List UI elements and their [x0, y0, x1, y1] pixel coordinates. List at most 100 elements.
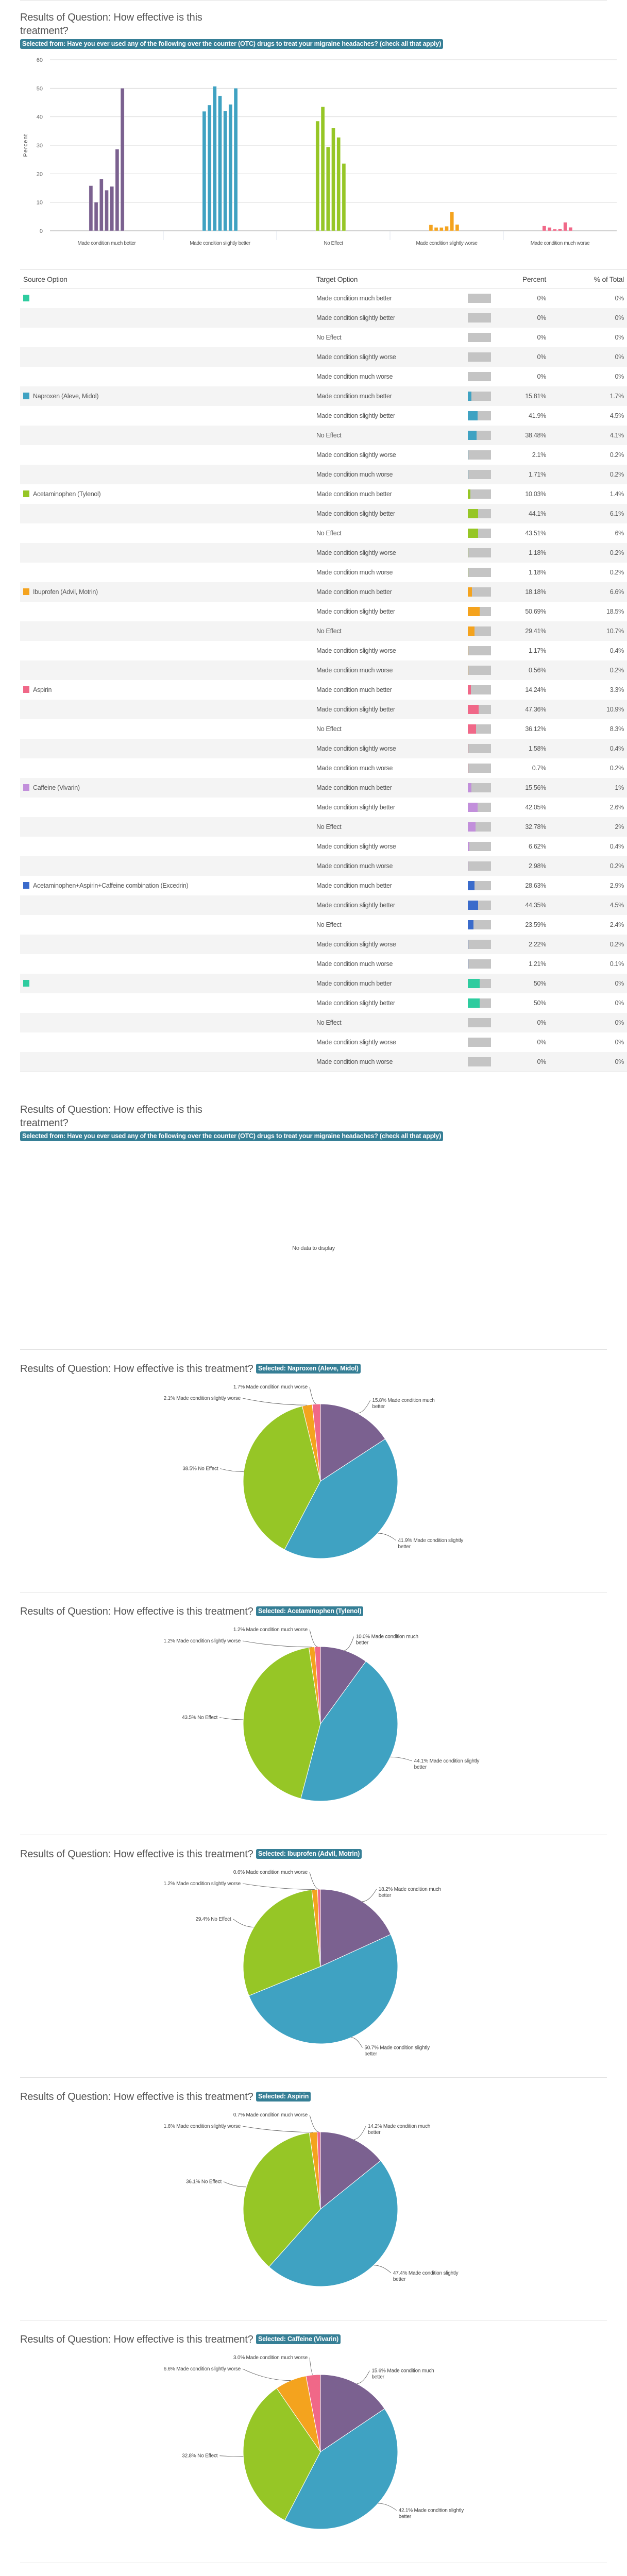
percent-cell: 2.1% — [532, 451, 547, 459]
y-tick-label: 40 — [37, 114, 43, 121]
bar[interactable] — [120, 88, 125, 231]
pie-slice[interactable] — [320, 2374, 385, 2452]
bar[interactable] — [89, 185, 93, 231]
pie-slice-label: 36.1% No Effect — [186, 2179, 222, 2185]
source-option-label: Caffeine (Vivarin) — [33, 784, 80, 791]
percent-cell: 0% — [537, 373, 547, 380]
percent-bar — [468, 372, 491, 381]
header-percent[interactable]: Percent — [497, 269, 549, 289]
target-option-cell: Made condition slightly worse — [313, 935, 465, 954]
y-tick-label: 50 — [37, 86, 43, 92]
percent-of-total-cell: 0% — [615, 334, 624, 341]
pie-slice[interactable] — [243, 1647, 321, 1799]
bar[interactable] — [326, 146, 330, 231]
percent-bar — [468, 881, 491, 890]
percent-bar-fill — [468, 822, 476, 832]
header-target-option[interactable]: Target Option — [313, 269, 465, 289]
bar[interactable] — [450, 212, 454, 231]
table-row: Made condition much better 50% 0% — [20, 974, 627, 993]
percent-of-total-cell: 1.7% — [549, 386, 627, 406]
pie-slice[interactable] — [320, 1403, 386, 1482]
percent-of-total-cell: 0% — [615, 999, 624, 1007]
percent-cell: 28.63% — [525, 882, 546, 889]
bar[interactable] — [105, 190, 109, 231]
percent-bar-fill — [468, 842, 469, 851]
bar[interactable] — [212, 86, 217, 231]
bar[interactable] — [315, 121, 320, 231]
percent-bar-fill — [468, 509, 478, 518]
pie-slice-label: 14.2% Made condition much better — [368, 2124, 430, 2136]
source-option-cell — [20, 328, 313, 347]
bar[interactable] — [336, 137, 341, 231]
pie-label-connector — [309, 1872, 319, 1890]
percent-of-total-cell: 0.2% — [609, 451, 624, 459]
x-category-label: No Effect — [324, 241, 343, 246]
bar[interactable] — [115, 149, 120, 231]
bar[interactable] — [563, 222, 567, 231]
percent-of-total-cell: 1.4% — [609, 490, 624, 498]
header-source-option[interactable]: Source Option — [20, 269, 313, 289]
pie-slice-label: 1.2% Made condition much worse — [233, 1627, 308, 1633]
bar[interactable] — [320, 106, 325, 231]
bar[interactable] — [547, 227, 552, 231]
selected-option-badge: Selected: Acetaminophen (Tylenol) — [256, 1606, 364, 1616]
pie-slice[interactable] — [243, 2387, 321, 2521]
bar[interactable] — [455, 224, 460, 231]
percent-of-total-cell: 0.2% — [549, 935, 627, 954]
source-option-cell: Naproxen (Aleve, Midol) — [20, 386, 313, 406]
bar[interactable] — [445, 226, 449, 231]
source-option-cell — [20, 974, 313, 993]
pie-slice-label: 32.8% No Effect — [182, 2453, 218, 2459]
results-section-all: Results of Question: How effective is th… — [20, 0, 627, 1072]
bar[interactable] — [228, 104, 233, 231]
pie-label-connector — [219, 1717, 244, 1720]
pie-slice[interactable] — [248, 1934, 398, 2044]
bar[interactable] — [223, 111, 228, 231]
bar[interactable] — [434, 227, 438, 231]
percent-of-total-cell: 0% — [549, 1013, 627, 1032]
target-option-cell: Made condition much worse — [313, 465, 465, 484]
bar[interactable] — [542, 226, 547, 231]
percent-of-total-cell: 4.1% — [549, 426, 627, 445]
pie-slice[interactable] — [320, 2131, 381, 2210]
source-option-cell — [20, 719, 313, 739]
bar[interactable] — [99, 179, 104, 231]
bar[interactable] — [218, 95, 222, 231]
bar[interactable] — [233, 88, 238, 231]
pie-slice[interactable] — [284, 2408, 398, 2530]
pie-slice[interactable] — [268, 2160, 398, 2287]
percent-bar-fill — [468, 626, 475, 636]
percent-bar-cell — [465, 935, 497, 954]
bar[interactable] — [568, 227, 573, 231]
header-percent-of-total[interactable]: % of Total — [549, 269, 627, 289]
percent-bar — [468, 626, 491, 636]
bar[interactable] — [94, 202, 98, 231]
source-option-cell: Aspirin — [20, 680, 313, 700]
pie-slice[interactable] — [300, 1660, 398, 1802]
bar[interactable] — [202, 111, 207, 231]
pie-label-connector — [344, 1636, 354, 1651]
percent-of-total-cell: 1% — [549, 778, 627, 798]
pie-slice[interactable] — [320, 1889, 392, 1967]
bar[interactable] — [429, 225, 433, 231]
percent-bar — [468, 920, 491, 929]
bar[interactable] — [342, 163, 346, 231]
percent-cell: 50.69% — [525, 608, 546, 615]
pie-slice[interactable] — [316, 2131, 321, 2210]
question-title-text: Results of Question: How effective is th… — [20, 1849, 256, 1860]
source-option-label: Acetaminophen+Aspirin+Caffeine combinati… — [33, 882, 189, 889]
y-tick-label: 10 — [37, 200, 43, 206]
bar[interactable] — [207, 105, 212, 231]
percent-bar-cell — [465, 328, 497, 347]
bar[interactable] — [558, 228, 562, 231]
bar[interactable] — [439, 227, 444, 231]
bar[interactable] — [553, 229, 557, 231]
pie-slice[interactable] — [284, 1438, 398, 1559]
percent-cell: 0% — [497, 347, 549, 367]
pie-slice-label: 15.6% Made condition much better — [371, 2368, 434, 2380]
pie-slice[interactable] — [306, 2374, 321, 2452]
bar[interactable] — [110, 186, 114, 231]
source-option-cell: Acetaminophen (Tylenol) — [20, 484, 313, 504]
pie-chart-canvas: 18.2% Made condition much better 50.7% Mad… — [164, 1870, 442, 2057]
bar[interactable] — [331, 127, 335, 231]
